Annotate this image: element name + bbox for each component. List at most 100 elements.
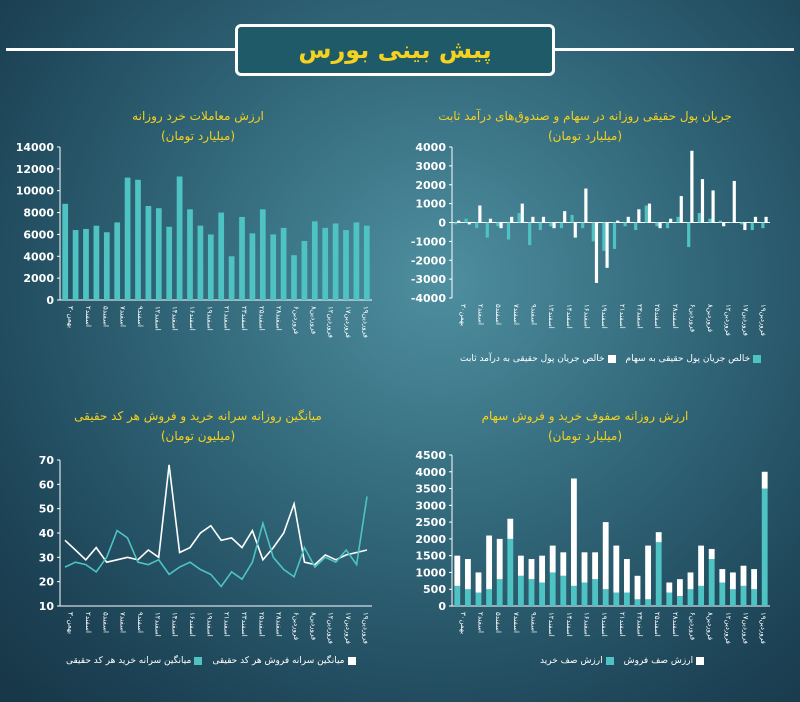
x-tick-label: اسفند۱۴ [171, 306, 179, 331]
bar-buy-queue [570, 585, 577, 606]
x-tick-label: اسفند۲ [477, 304, 485, 325]
bar-buy-queue [560, 575, 567, 606]
bar-fixed-income [743, 222, 747, 231]
bar-fixed-income [499, 222, 503, 229]
bar-fixed-income [488, 218, 493, 223]
y-tick-label: 2000 [23, 272, 54, 285]
bar-fixed-income [573, 222, 577, 238]
bar [311, 221, 318, 300]
bar-sell-queue [464, 559, 471, 590]
bar-fixed-income [541, 216, 546, 223]
x-tick-label: بهمن۳۰ [67, 306, 75, 328]
bar-buy-queue [676, 595, 683, 606]
x-tick-label: فروردین۱۹ [759, 304, 767, 336]
x-tick-label: بهمن۳۰ [459, 304, 467, 326]
x-tick-label: بهمن۳۰ [459, 612, 467, 634]
x-tick-label: فروردین۶ [689, 304, 697, 332]
bar [124, 177, 131, 300]
x-tick-label: اسفند۲۱ [223, 612, 231, 637]
bar-equity [570, 214, 574, 223]
chart4-legend: ارزش صف فروش ارزش صف خرید [540, 656, 705, 666]
legend-item-fixed-income: خالص جریان پول حقیقی به درآمد ثابت [460, 354, 616, 364]
chart2-title: جریان پول حقیقی روزانه در سهام و صندوق‌ه… [438, 109, 732, 123]
bar-buy-queue [761, 488, 768, 606]
x-tick-label: فروردین۱۲ [327, 306, 335, 338]
legend-label: خالص جریان پول حقیقی به سهام [625, 354, 751, 364]
bar-equity [634, 222, 638, 231]
bar-sell-queue [698, 545, 705, 586]
bar-buy-queue [613, 592, 620, 606]
header-line-left [6, 48, 235, 51]
y-tick-label: 3000 [415, 160, 446, 173]
bar-equity [453, 222, 458, 225]
bar-equity [687, 222, 691, 248]
bar-equity [665, 222, 670, 229]
bar-buy-queue [475, 592, 482, 606]
bar-sell-queue [517, 555, 524, 576]
x-tick-label: اسفند۱۲ [547, 304, 555, 329]
legend-label: میانگین سرانه خرید هر کد حقیقی [66, 656, 192, 666]
x-tick-label: اسفند۱۴ [171, 612, 179, 637]
page-title: پیش بینی بورس [298, 36, 492, 64]
bar-sell-queue [486, 535, 493, 590]
bar [301, 240, 308, 300]
bar-equity [750, 222, 754, 231]
bar [72, 230, 79, 300]
bar-fixed-income [563, 211, 567, 223]
line-buy-per-code [64, 496, 368, 588]
x-tick-label: اسفند۹ [136, 612, 144, 633]
bar-fixed-income [626, 216, 630, 223]
bar-sell-queue [496, 538, 503, 580]
bar-buy-queue [623, 592, 630, 606]
x-tick-label: اسفند۷ [119, 612, 127, 633]
bar [114, 222, 121, 300]
legend-item-buy: میانگین سرانه خرید هر کد حقیقی [66, 656, 203, 666]
x-tick-label: فروردین۸ [309, 306, 317, 334]
bar-equity [729, 222, 733, 223]
bar-fixed-income [679, 196, 683, 223]
bar [103, 232, 110, 300]
x-tick-label: اسفند۲۸ [671, 612, 679, 637]
y-tick-label: 4000 [415, 466, 446, 479]
x-tick-label: اسفند۲۳ [636, 612, 644, 637]
bar [145, 206, 152, 300]
bar-fixed-income [764, 216, 768, 223]
bar-buy-queue [729, 589, 736, 606]
chart3-legend: میانگین سرانه فروش هر کد حقیقی میانگین س… [66, 656, 356, 666]
bar-sell-queue [475, 572, 482, 593]
bar-equity [591, 222, 595, 242]
bar-fixed-income [647, 203, 652, 223]
bar-buy-queue [464, 589, 471, 606]
bar-buy-queue [687, 589, 694, 606]
legend-label: ارزش صف فروش [623, 656, 694, 666]
y-tick-label: 1000 [415, 566, 446, 579]
x-tick-label: فروردین۱۷ [742, 304, 750, 336]
bar-sell-queue [687, 572, 694, 590]
legend-swatch-teal [194, 657, 203, 665]
bar-fixed-income [552, 222, 556, 229]
bar-fixed-income [658, 222, 662, 229]
bar-sell-queue [645, 545, 652, 600]
x-tick-label: اسفند۱۲ [153, 306, 161, 331]
bar-buy-queue [666, 592, 673, 606]
bar-buy-queue [698, 585, 705, 606]
y-tick-label: 10000 [16, 185, 55, 198]
legend-swatch-white [607, 355, 616, 363]
y-tick-label: 60 [39, 478, 55, 491]
bar-buy-queue [549, 572, 556, 606]
bar-equity [528, 222, 532, 246]
bar-sell-queue [676, 579, 683, 596]
bar [291, 255, 297, 300]
x-tick-label: اسفند۲۳ [240, 306, 248, 331]
bar-equity [718, 220, 723, 223]
x-tick-label: اسفند۱۶ [583, 612, 591, 637]
bar-equity [708, 218, 712, 223]
x-tick-label: اسفند۵ [494, 612, 502, 633]
x-tick-label: اسفند۲ [84, 612, 92, 633]
bar [270, 234, 277, 300]
bar-buy-queue [645, 599, 652, 606]
legend-swatch-white [347, 657, 356, 665]
x-tick-label: فروردین۱۲ [724, 612, 732, 644]
x-tick-label: اسفند۷ [512, 304, 520, 325]
x-tick-label: فروردین۱۲ [724, 304, 732, 336]
